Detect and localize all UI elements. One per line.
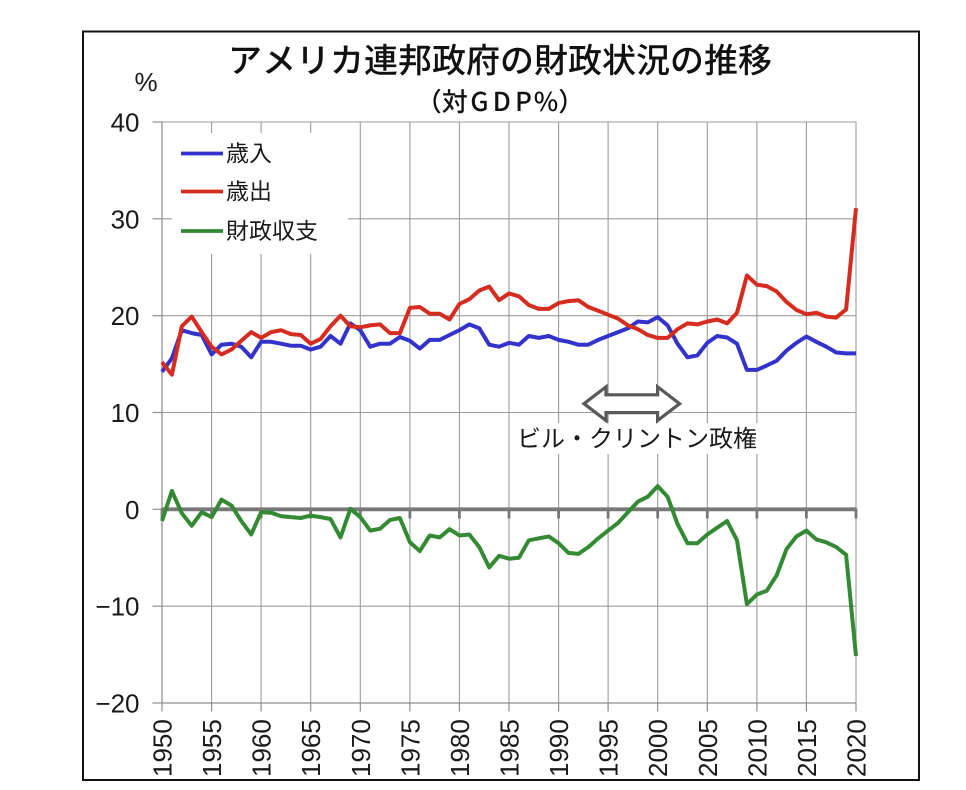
svg-text:1985: 1985 [495,719,525,777]
svg-text:1955: 1955 [197,719,227,777]
svg-text:1995: 1995 [594,719,624,777]
svg-text:2000: 2000 [643,719,673,777]
svg-text:1950: 1950 [148,719,178,777]
svg-text:1960: 1960 [247,719,277,777]
svg-text:1975: 1975 [395,719,425,777]
svg-text:1990: 1990 [544,719,574,777]
svg-text:1970: 1970 [346,719,376,777]
svg-text:−10: −10 [95,592,139,622]
svg-text:40: 40 [111,108,140,138]
svg-text:1980: 1980 [445,719,475,777]
svg-text:%: % [134,67,157,97]
svg-text:0: 0 [125,495,139,525]
svg-text:2015: 2015 [792,719,822,777]
svg-text:2005: 2005 [693,719,723,777]
svg-text:1965: 1965 [296,719,326,777]
svg-text:2020: 2020 [842,719,872,777]
svg-text:20: 20 [111,301,140,331]
svg-text:−20: −20 [95,689,139,719]
svg-text:30: 30 [111,204,140,234]
svg-text:10: 10 [111,398,140,428]
svg-text:2010: 2010 [742,719,772,777]
